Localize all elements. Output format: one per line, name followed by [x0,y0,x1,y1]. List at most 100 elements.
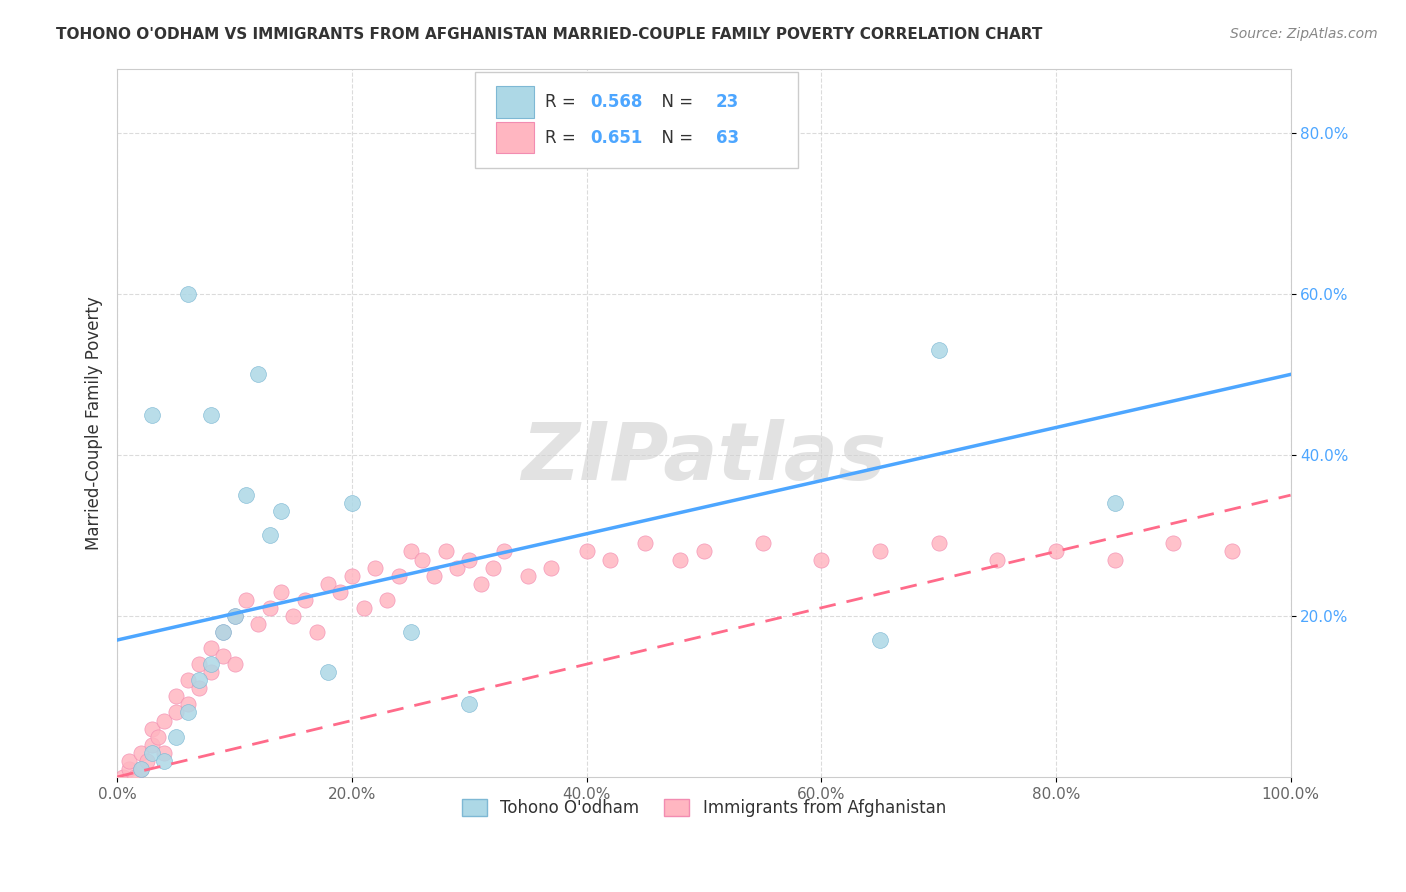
Point [599,552,621,566]
Legend: Tohono O'odham, Immigrants from Afghanistan: Tohono O'odham, Immigrants from Afghanis… [454,790,955,825]
Point [458,552,481,566]
Point [153,714,176,728]
Point [540,560,562,574]
Point [211,624,233,639]
Point [423,568,446,582]
Text: 23: 23 [716,93,740,111]
Point [211,649,233,664]
Point [693,544,716,558]
Point [329,584,352,599]
Point [434,544,457,558]
Text: R =: R = [546,93,582,111]
Point [458,698,481,712]
Point [340,568,363,582]
Point [148,730,170,744]
Point [399,544,422,558]
Y-axis label: Married-Couple Family Poverty: Married-Couple Family Poverty [86,296,103,549]
Point [235,488,257,502]
Point [129,762,152,776]
Text: R =: R = [546,128,582,147]
Point [305,624,328,639]
Point [411,552,433,566]
Point [1104,496,1126,510]
Point [165,706,187,720]
Point [340,496,363,510]
Point [129,746,152,760]
Point [353,600,375,615]
Point [200,408,222,422]
Point [153,746,176,760]
Point [634,536,657,550]
Point [259,600,281,615]
Text: ZIPatlas: ZIPatlas [522,419,886,497]
Point [399,624,422,639]
Point [165,730,187,744]
Point [928,536,950,550]
Point [516,568,538,582]
Point [200,665,222,680]
FancyBboxPatch shape [496,122,534,153]
Text: 63: 63 [716,128,738,147]
Point [869,633,891,648]
Point [364,560,387,574]
Point [141,738,163,752]
Point [141,408,163,422]
Point [318,576,340,591]
Point [153,754,176,768]
Point [165,690,187,704]
Text: N =: N = [651,93,699,111]
Point [669,552,692,566]
Point [135,754,157,768]
Point [270,584,292,599]
Point [176,673,198,688]
Point [176,706,198,720]
Point [188,681,211,696]
Point [575,544,598,558]
Point [141,722,163,736]
Point [200,641,222,656]
Point [124,770,146,784]
Point [318,665,340,680]
Point [388,568,411,582]
Text: N =: N = [651,128,699,147]
Point [176,286,198,301]
Point [259,528,281,542]
Text: 0.651: 0.651 [591,128,643,147]
FancyBboxPatch shape [475,72,797,168]
Point [1104,552,1126,566]
Point [188,657,211,672]
Point [224,608,246,623]
Point [481,560,503,574]
Text: Source: ZipAtlas.com: Source: ZipAtlas.com [1230,27,1378,41]
Point [1220,544,1243,558]
Point [470,576,492,591]
Point [224,657,246,672]
Point [375,592,398,607]
Point [446,560,468,574]
Point [246,368,269,382]
Point [176,698,198,712]
Point [200,657,222,672]
Point [118,762,141,776]
Point [188,673,211,688]
Point [246,616,269,631]
Point [118,754,141,768]
Point [494,544,516,558]
Point [141,746,163,760]
Point [129,762,152,776]
Point [294,592,316,607]
Point [270,504,292,518]
Point [1161,536,1184,550]
Point [283,608,305,623]
Point [810,552,832,566]
Point [211,624,233,639]
Point [869,544,891,558]
Point [1045,544,1067,558]
Text: TOHONO O'ODHAM VS IMMIGRANTS FROM AFGHANISTAN MARRIED-COUPLE FAMILY POVERTY CORR: TOHONO O'ODHAM VS IMMIGRANTS FROM AFGHAN… [56,27,1043,42]
Point [224,608,246,623]
Point [751,536,773,550]
FancyBboxPatch shape [496,87,534,118]
Point [928,343,950,358]
Point [112,770,135,784]
Point [986,552,1008,566]
